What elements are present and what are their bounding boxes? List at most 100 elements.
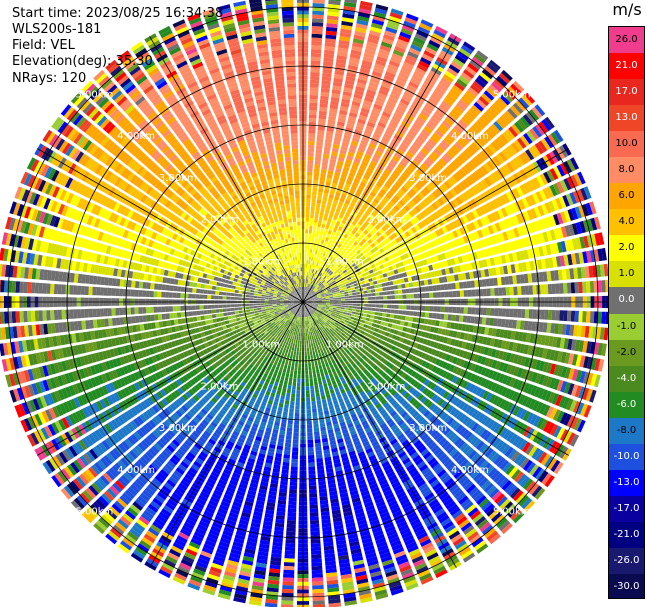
gate	[423, 159, 432, 168]
gate	[366, 274, 372, 279]
gate	[340, 309, 345, 312]
gate	[468, 211, 476, 221]
gate	[583, 186, 592, 200]
gate	[293, 432, 299, 437]
gate	[296, 386, 301, 391]
gate	[285, 539, 296, 544]
gate	[303, 294, 305, 299]
gate	[365, 92, 375, 100]
gate	[304, 347, 307, 352]
gate	[468, 187, 476, 197]
gate	[309, 110, 317, 115]
gate	[521, 94, 533, 107]
gate	[449, 88, 461, 98]
gate	[348, 115, 357, 122]
gate	[363, 52, 375, 59]
gate	[329, 295, 334, 297]
gate	[287, 423, 293, 429]
gate	[307, 451, 315, 456]
gate	[318, 281, 322, 286]
gate	[325, 224, 330, 230]
gate	[332, 227, 338, 233]
gate	[326, 221, 331, 226]
gate	[310, 276, 314, 281]
gate	[318, 411, 324, 416]
gate	[535, 233, 542, 245]
gate	[305, 374, 309, 379]
gate	[512, 215, 520, 226]
gate	[320, 293, 325, 296]
gate	[481, 279, 487, 287]
gate	[378, 89, 389, 96]
gate	[353, 246, 359, 252]
gate	[369, 230, 375, 236]
gate	[579, 220, 586, 234]
gate	[489, 278, 495, 287]
gate	[440, 313, 445, 320]
gate	[312, 412, 318, 417]
gate	[329, 302, 334, 305]
gate	[563, 178, 572, 191]
gate	[459, 264, 465, 272]
gate	[446, 275, 452, 283]
gate	[328, 293, 333, 296]
gate	[306, 393, 310, 398]
gate	[480, 217, 487, 227]
gate	[368, 163, 376, 171]
gate	[318, 114, 327, 120]
gate	[323, 289, 328, 292]
gate	[292, 439, 299, 444]
gate	[462, 149, 472, 159]
gate	[409, 311, 414, 316]
gate	[555, 283, 560, 294]
gate	[498, 115, 509, 127]
gate	[328, 166, 335, 172]
gate	[331, 239, 336, 245]
gate	[394, 152, 402, 160]
gate	[367, 146, 375, 153]
gate	[306, 420, 312, 425]
gate	[437, 126, 447, 135]
gate	[348, 298, 353, 301]
gate	[298, 332, 301, 337]
gate	[300, 336, 302, 341]
gate	[311, 366, 316, 371]
gate	[318, 302, 323, 304]
gate	[372, 252, 378, 258]
gate	[394, 290, 399, 295]
gate	[574, 310, 579, 322]
gate	[456, 155, 466, 164]
gate	[526, 209, 534, 220]
gate	[384, 30, 397, 38]
gate	[577, 171, 586, 185]
gate	[311, 573, 323, 578]
gate	[454, 274, 459, 281]
gate	[335, 287, 340, 291]
gate	[359, 288, 364, 292]
gate	[531, 234, 538, 246]
gate	[358, 258, 363, 263]
gate	[356, 249, 361, 255]
gate	[329, 243, 334, 248]
gate	[306, 194, 311, 199]
gate	[311, 550, 322, 555]
gate	[434, 110, 445, 119]
gate	[315, 149, 323, 154]
gate	[493, 138, 503, 149]
gate	[305, 291, 308, 295]
gate	[448, 111, 459, 121]
gate	[332, 292, 337, 295]
gate	[431, 263, 437, 270]
gate	[353, 265, 359, 270]
gate	[353, 178, 360, 184]
gate	[321, 375, 326, 381]
gate	[406, 220, 414, 228]
gate	[398, 145, 407, 153]
gate	[308, 470, 316, 475]
gate	[468, 107, 479, 118]
gate	[434, 238, 441, 246]
gate	[446, 190, 455, 199]
gate	[309, 95, 318, 100]
gate	[385, 193, 392, 200]
gate	[451, 160, 460, 170]
